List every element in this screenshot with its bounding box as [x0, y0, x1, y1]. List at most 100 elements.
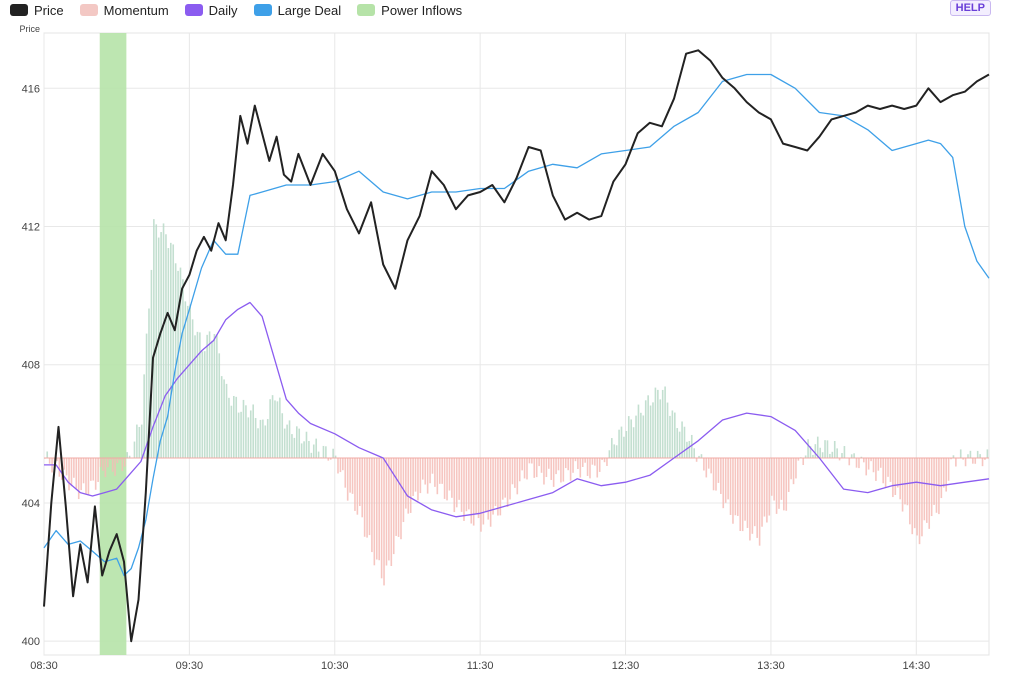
momentum-bar: [969, 450, 972, 459]
momentum-bar: [143, 374, 145, 459]
momentum-bar: [819, 447, 821, 459]
momentum-bar: [720, 458, 722, 494]
momentum-bar: [325, 446, 327, 459]
momentum-bar: [329, 458, 332, 460]
momentum-bar: [492, 458, 494, 515]
help-button[interactable]: HELP: [949, 0, 991, 16]
momentum-bar: [972, 458, 974, 464]
momentum-bar: [119, 458, 121, 461]
momentum-bar: [85, 458, 87, 495]
momentum-bar: [690, 434, 693, 459]
momentum-bar: [223, 379, 225, 459]
legend-item-daily[interactable]: Daily: [184, 3, 238, 18]
legend-item-power-inflows[interactable]: Power Inflows: [357, 3, 462, 18]
momentum-bar: [654, 387, 657, 459]
momentum-bar: [647, 395, 649, 459]
momentum-bar: [867, 458, 870, 470]
momentum-bar: [254, 417, 257, 459]
momentum-bar: [211, 340, 213, 459]
momentum-bar: [300, 443, 303, 459]
momentum-bar: [649, 405, 652, 459]
momentum-bar: [501, 458, 504, 500]
momentum-bar: [809, 446, 812, 459]
momentum-bar: [235, 396, 238, 459]
momentum-bar: [894, 458, 897, 495]
legend-item-large-deal[interactable]: Large Deal: [253, 3, 341, 18]
momentum-bar: [182, 279, 184, 459]
momentum-bar: [196, 331, 199, 459]
momentum-bar: [216, 334, 218, 459]
momentum-bar: [824, 440, 826, 459]
chart-legend: Price Momentum Daily Large Deal Power In…: [10, 0, 462, 20]
momentum-bar: [875, 458, 877, 481]
x-tick-label: 13:30: [757, 660, 785, 672]
momentum-bar: [368, 458, 371, 536]
momentum-bar: [429, 458, 431, 484]
momentum-bar: [494, 458, 497, 507]
momentum-bar: [213, 334, 216, 459]
momentum-bar: [201, 351, 204, 459]
momentum-bar: [308, 440, 310, 459]
momentum-bar: [247, 417, 250, 459]
momentum-bar: [482, 458, 485, 525]
momentum-bar: [632, 427, 635, 459]
momentum-bar: [172, 244, 175, 459]
momentum-bar: [877, 458, 880, 471]
momentum-bar: [97, 458, 99, 482]
x-tick-label: 10:30: [321, 660, 349, 672]
momentum-bar: [911, 458, 914, 535]
momentum-bar: [533, 458, 536, 478]
momentum-bar: [574, 458, 577, 462]
momentum-bar: [916, 458, 918, 536]
momentum-bar: [657, 389, 659, 459]
momentum-bar: [715, 458, 717, 491]
momentum-bar: [942, 458, 945, 488]
momentum-bar: [184, 301, 187, 459]
momentum-bar: [177, 270, 179, 459]
momentum-bar: [252, 404, 254, 459]
momentum-bar: [317, 451, 320, 459]
momentum-bar: [703, 458, 705, 471]
momentum-bar: [315, 438, 317, 459]
momentum-bar: [950, 458, 952, 460]
momentum-bar: [174, 263, 177, 459]
momentum-bar: [739, 458, 742, 532]
momentum-bar: [676, 428, 679, 459]
legend-item-price[interactable]: Price: [10, 3, 64, 18]
momentum-bar: [523, 458, 526, 479]
momentum-bar: [848, 458, 851, 466]
momentum-bar: [140, 424, 143, 459]
momentum-bar: [896, 458, 899, 488]
momentum-bar: [555, 458, 557, 475]
momentum-bar: [640, 412, 642, 459]
momentum-bar: [121, 458, 124, 472]
momentum-bar: [979, 454, 981, 459]
momentum-bar: [58, 458, 61, 477]
momentum-bar: [424, 458, 427, 485]
momentum-bar: [434, 458, 436, 487]
momentum-bar: [804, 455, 807, 459]
momentum-bar: [766, 458, 768, 523]
momentum-bar: [383, 458, 385, 586]
momentum-bar: [589, 458, 591, 479]
legend-item-momentum[interactable]: Momentum: [79, 3, 169, 18]
momentum-bar: [577, 458, 579, 470]
momentum-bar: [746, 458, 749, 528]
large-deal-line: [43, 73, 990, 577]
momentum-bar: [698, 455, 700, 459]
momentum-bar: [705, 458, 708, 478]
momentum-bar: [189, 304, 191, 459]
momentum-bar: [114, 458, 116, 476]
momentum-bar: [264, 425, 267, 459]
momentum-bar: [514, 458, 516, 488]
momentum-bar: [179, 267, 182, 459]
x-tick-label: 11:30: [467, 660, 494, 672]
momentum-bar: [80, 458, 82, 491]
momentum-bar: [601, 458, 603, 460]
momentum-bar: [625, 430, 628, 459]
momentum-bar: [967, 454, 969, 459]
momentum-bar: [480, 458, 482, 532]
momentum-bar: [361, 458, 364, 518]
momentum-bar: [506, 458, 509, 507]
momentum-bar: [138, 426, 141, 459]
